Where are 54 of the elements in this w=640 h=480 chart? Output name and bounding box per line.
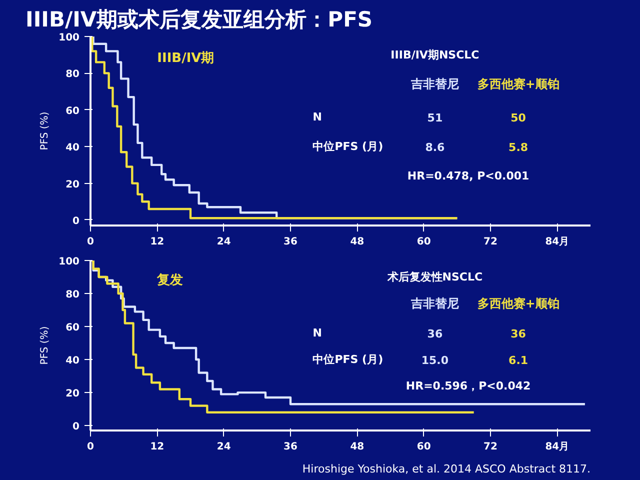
x-tick-label: 48	[350, 236, 364, 248]
annotation: N	[312, 326, 322, 340]
y-tick-label: 100	[58, 256, 80, 268]
annotation: 36	[510, 328, 526, 341]
x-tick-label: 12	[150, 236, 164, 248]
annotation: 50	[510, 112, 526, 125]
y-tick-label: 0	[72, 216, 80, 227]
y-tick-label: 40	[66, 356, 80, 367]
y-axis-title: PFS (%)	[40, 326, 51, 365]
text: 多西他赛+顺铂	[477, 77, 560, 92]
y-tick-label: 0	[72, 422, 80, 433]
x-tick-label: 72	[484, 236, 498, 248]
chart-title: IIIB/IV期或术后复发亚组分析：PFS	[26, 8, 373, 32]
x-tick-label: 24	[216, 236, 231, 248]
x-tick-label: 0	[87, 236, 94, 248]
y-tick-label: 100	[58, 32, 80, 44]
x-tick-label: 72	[484, 442, 498, 452]
x-tick-label: 24	[216, 442, 231, 452]
annotation: 中位PFS (月)	[312, 140, 384, 154]
x-tick-label: 36	[284, 442, 298, 452]
y-tick-label: 20	[66, 179, 80, 190]
annotation: 51	[427, 112, 443, 125]
x-tick-label: 84月	[545, 236, 570, 248]
y-axis-title: PFS (%)	[40, 112, 51, 150]
x-tick-label: 0	[87, 442, 94, 452]
annotation: IIIB/IV期NSCLC	[390, 48, 480, 62]
annotation: 6.1	[508, 354, 528, 368]
annotation: 8.6	[425, 141, 446, 154]
x-tick-label: 84月	[545, 442, 570, 452]
annotation: IIIB/IV期	[157, 51, 214, 66]
annotation: 36	[427, 328, 443, 341]
y-tick-label: 60	[66, 322, 80, 334]
y-tick-label: 40	[66, 142, 80, 154]
annotation: 中位PFS (月)	[312, 353, 384, 366]
y-tick-label: 80	[66, 290, 80, 301]
annotation: N	[312, 110, 322, 124]
annotation: HR=0.478, P<0.001	[407, 169, 530, 182]
x-tick-label: 36	[284, 236, 298, 248]
annotation: HR=0.596，P<0.042	[406, 379, 531, 392]
x-tick-label: 48	[350, 442, 364, 452]
x-tick-label: 12	[150, 442, 164, 452]
annotation: 5.8	[508, 141, 528, 154]
text: 多西他赛+顺铂	[477, 296, 560, 310]
annotation: 复发	[156, 272, 184, 288]
y-tick-label: 80	[66, 69, 80, 80]
annotation: 术后复发性NSCLC	[386, 270, 483, 284]
y-tick-label: 60	[66, 106, 80, 117]
x-tick-label: 60	[416, 236, 431, 248]
y-tick-label: 20	[66, 388, 80, 400]
annotation: 15.0	[421, 354, 449, 368]
text: 吉非替尼	[410, 296, 459, 310]
x-tick-label: 60	[416, 442, 431, 452]
text: Hiroshige Yoshioka, et al. 2014 ASCO Abstract 8117.	[302, 462, 591, 476]
text: 吉非替尼	[410, 77, 459, 92]
